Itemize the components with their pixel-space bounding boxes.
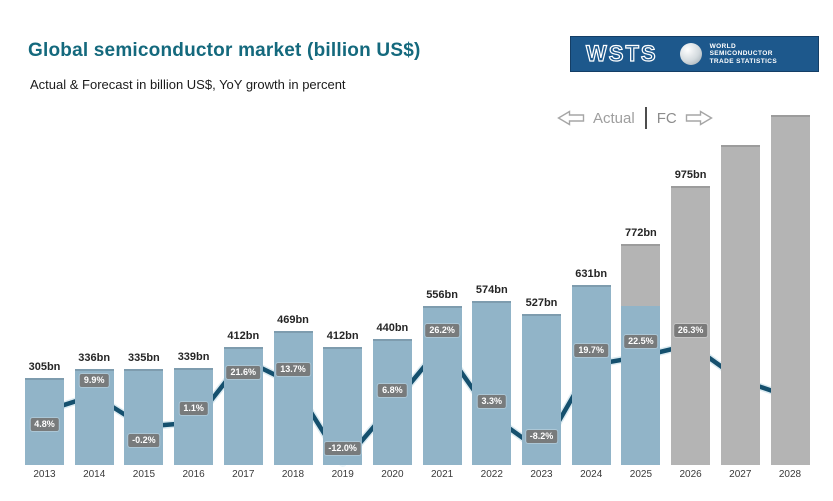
- arrow-left-icon: [557, 110, 585, 126]
- bar-value-label: 574bn: [475, 284, 508, 296]
- x-axis-year-label: 2027: [729, 469, 752, 480]
- bar-value-label: 412bn: [227, 330, 260, 342]
- bar-value-label: 631bn: [575, 268, 608, 280]
- x-axis-year-label: 2019: [331, 469, 354, 480]
- legend-fc-label: FC: [656, 109, 677, 127]
- bar-value-label: 772bn: [624, 227, 657, 239]
- legend-actual-label: Actual: [593, 109, 635, 127]
- x-axis-year-label: 2021: [430, 469, 454, 480]
- bar-value-label: 527bn: [525, 297, 558, 309]
- bar-value-label: 556bn: [426, 289, 458, 301]
- growth-label-2013: 4.8%: [30, 418, 59, 432]
- wsts-caption: WORLD SEMICONDUCTOR TRADE STATISTICS: [710, 43, 778, 66]
- wsts-caption-line: TRADE STATISTICS: [709, 57, 778, 65]
- x-axis-year-label: 2018: [281, 469, 305, 480]
- bar-2018: [273, 331, 313, 465]
- growth-label-2025: 22.5%: [624, 335, 658, 349]
- x-axis-year-label: 2014: [83, 469, 106, 480]
- x-axis-year-label: 2026: [679, 469, 702, 480]
- bar-value-label: 336bn: [78, 352, 111, 364]
- x-axis-year-label: 2022: [480, 469, 503, 480]
- x-axis-year-label: 2025: [629, 469, 653, 480]
- growth-label-2017: 21.6%: [226, 366, 261, 380]
- growth-label-2020: 6.8%: [378, 383, 407, 397]
- x-axis-year-label: 2017: [232, 469, 255, 480]
- growth-label-2024: 19.7%: [574, 344, 608, 358]
- growth-label-2026: 26.3%: [673, 323, 708, 337]
- bar-value-label: 339bn: [177, 351, 210, 363]
- growth-label-2022: 3.3%: [477, 394, 507, 408]
- chart-subtitle: Actual & Forecast in billion US$, YoY gr…: [30, 77, 346, 92]
- x-axis-year-label: 2015: [132, 469, 156, 480]
- actual-fc-legend: Actual FC: [556, 105, 714, 131]
- bar-2017: [223, 347, 263, 465]
- bar-2020: [372, 339, 412, 465]
- growth-label-2018: 13.7%: [276, 362, 310, 376]
- wsts-caption-line: WORLD: [709, 42, 737, 50]
- arrow-right-icon: [685, 110, 713, 126]
- bar-value-label: 412bn: [326, 330, 359, 342]
- growth-label-2023: -8.2%: [525, 430, 558, 444]
- bar-2015: [124, 369, 164, 465]
- wsts-logo: WSTS WORLD SEMICONDUCTOR TRADE STATISTIC…: [570, 36, 819, 72]
- bar-2027: [720, 145, 760, 465]
- bar-value-label: 469bn: [277, 314, 309, 326]
- wsts-caption-line: SEMICONDUCTOR: [709, 50, 773, 58]
- bar-value-label: 335bn: [127, 352, 160, 364]
- growth-label-2016: 1.1%: [179, 401, 208, 415]
- legend-divider: [644, 107, 647, 129]
- x-axis-year-label: 2024: [580, 469, 603, 480]
- x-axis-year-label: 2023: [530, 469, 553, 480]
- x-axis-year-label: 2016: [182, 469, 205, 480]
- growth-label-2015: -0.2%: [128, 433, 160, 447]
- chart-title: Global semiconductor market (billion US$…: [28, 40, 421, 61]
- bar-value-label: 305bn: [28, 361, 61, 373]
- x-axis-year-label: 2013: [33, 469, 56, 480]
- globe-icon: [679, 43, 702, 65]
- bar-value-label: 975bn: [674, 169, 707, 181]
- bar-2022: [472, 301, 512, 465]
- bar-2016: [174, 368, 214, 465]
- x-axis-year-label: 2020: [381, 469, 404, 480]
- bar-2024: [571, 285, 611, 465]
- bar-2028: [770, 115, 810, 465]
- growth-label-2021: 26.2%: [425, 324, 459, 338]
- bar-value-label: 440bn: [376, 322, 409, 334]
- growth-label-2014: 9.9%: [79, 374, 109, 388]
- bar-2025: [621, 244, 661, 465]
- x-axis-year-label: 2028: [778, 469, 802, 480]
- growth-label-2019: -12.0%: [324, 442, 361, 456]
- wsts-wordmark: WSTS: [585, 41, 658, 66]
